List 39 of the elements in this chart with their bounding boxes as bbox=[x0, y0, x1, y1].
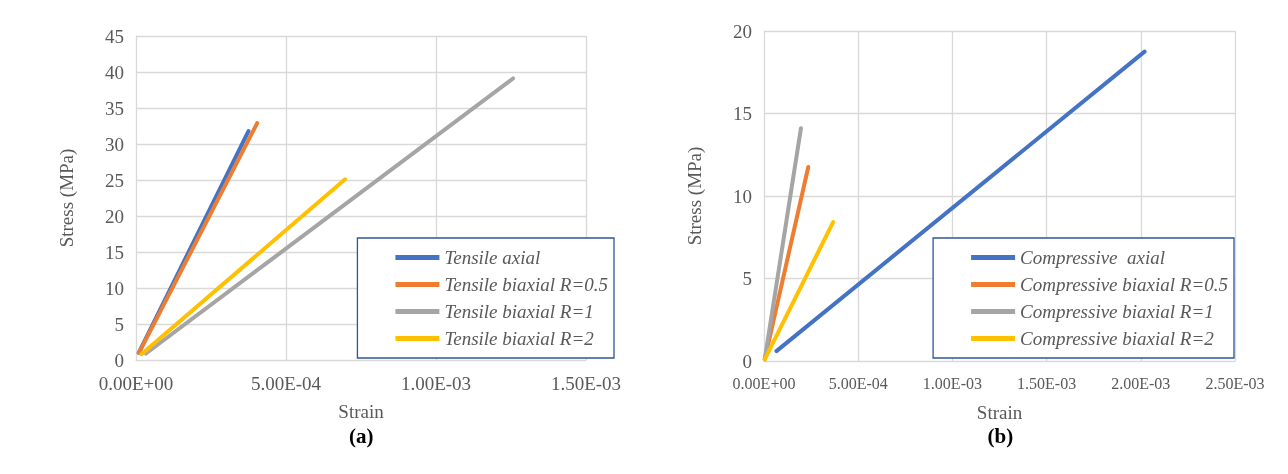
x-tick-label: 2.00E-03 bbox=[1111, 374, 1171, 392]
x-axis-title: Strain bbox=[338, 401, 385, 422]
text: (a) bbox=[349, 423, 374, 448]
legend-label: Compressive axial bbox=[1020, 247, 1166, 268]
y-tick-label: 5 bbox=[742, 268, 752, 289]
y-axis-title: Stress (MPa) bbox=[684, 146, 706, 246]
x-tick-label: 5.00E-04 bbox=[250, 373, 322, 394]
y-tick-label: 0 bbox=[742, 350, 752, 372]
legend-label: Tensile biaxial R=1 bbox=[444, 301, 594, 322]
x-tick-label: 1.00E-03 bbox=[922, 374, 982, 392]
y-tick-label: 5 bbox=[114, 313, 124, 335]
y-axis-title: Stress (MPa) bbox=[56, 148, 78, 248]
legend-label: Compressive biaxial R=2 bbox=[1020, 328, 1215, 349]
x-tick-label: 5.00E-04 bbox=[828, 374, 888, 392]
x-tick-label: 1.50E-03 bbox=[550, 373, 622, 394]
text: (b) bbox=[987, 423, 1014, 448]
y-tick-label: 0 bbox=[114, 349, 124, 371]
x-tick-label: 1.50E-03 bbox=[1017, 374, 1077, 392]
legend-label: Compressive biaxial R=0.5 bbox=[1020, 274, 1229, 295]
x-axis-title: Strain bbox=[976, 402, 1023, 423]
legend-label: Tensile biaxial R=2 bbox=[444, 328, 595, 349]
y-tick-label: 15 bbox=[733, 103, 752, 124]
y-tick-label: 35 bbox=[105, 97, 124, 119]
y-tick-label: 25 bbox=[105, 169, 124, 191]
legend-label: Compressive biaxial R=1 bbox=[1020, 301, 1214, 322]
y-tick-label: 20 bbox=[733, 20, 752, 42]
y-tick-label: 10 bbox=[733, 185, 752, 207]
x-tick-label: 2.50E-03 bbox=[1205, 374, 1265, 392]
x-tick-label: 1.00E-03 bbox=[400, 373, 472, 394]
x-tick-label: 0.00E+00 bbox=[98, 373, 174, 394]
x-tick-label: 0.00E+00 bbox=[732, 374, 796, 392]
legend-label: Tensile biaxial R=0.5 bbox=[444, 274, 609, 295]
y-tick-label: 30 bbox=[105, 133, 124, 155]
y-tick-label: 10 bbox=[105, 277, 124, 299]
y-tick-label: 15 bbox=[105, 241, 124, 263]
y-tick-label: 20 bbox=[105, 205, 124, 227]
y-tick-label: 40 bbox=[105, 61, 124, 83]
legend-label: Tensile axial bbox=[444, 247, 541, 268]
y-tick-label: 45 bbox=[105, 25, 124, 47]
